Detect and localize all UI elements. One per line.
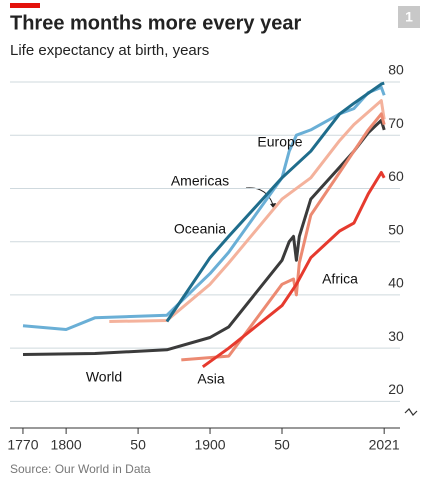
badge-box <box>398 6 420 28</box>
series-label: Europe <box>257 134 302 150</box>
x-tick-label: 1770 <box>7 437 38 453</box>
x-tick-label: 50 <box>130 437 146 453</box>
series-line <box>181 112 386 362</box>
axis-break <box>404 408 418 416</box>
x-tick-label: 2021 <box>369 437 400 453</box>
series-label: Americas <box>171 173 229 189</box>
chart-subtitle: Life expectancy at birth, years <box>10 42 209 59</box>
series-line <box>201 171 386 369</box>
series-line <box>109 99 386 323</box>
series-label: World <box>86 369 122 385</box>
chart-title: Three months more every year <box>10 12 301 34</box>
series-label: Oceania <box>174 221 226 237</box>
series-line <box>22 85 386 331</box>
y-tick-label: 50 <box>388 221 404 237</box>
y-tick-label: 80 <box>388 62 404 78</box>
series-label: Asia <box>197 371 224 387</box>
series-line <box>165 81 385 323</box>
x-tick-label: 50 <box>274 437 290 453</box>
y-tick-label: 30 <box>388 328 404 344</box>
x-tick-label: 1800 <box>51 437 82 453</box>
y-tick-label: 70 <box>388 115 404 131</box>
badge: 1 <box>405 9 413 25</box>
y-tick-label: 20 <box>388 381 404 397</box>
source: Source: Our World in Data <box>10 462 151 476</box>
y-tick-label: 40 <box>388 275 404 291</box>
y-tick-label: 60 <box>388 168 404 184</box>
series-label: Africa <box>322 271 358 287</box>
x-tick-label: 1900 <box>194 437 225 453</box>
series-line <box>22 118 386 356</box>
brand-bar <box>10 3 40 8</box>
